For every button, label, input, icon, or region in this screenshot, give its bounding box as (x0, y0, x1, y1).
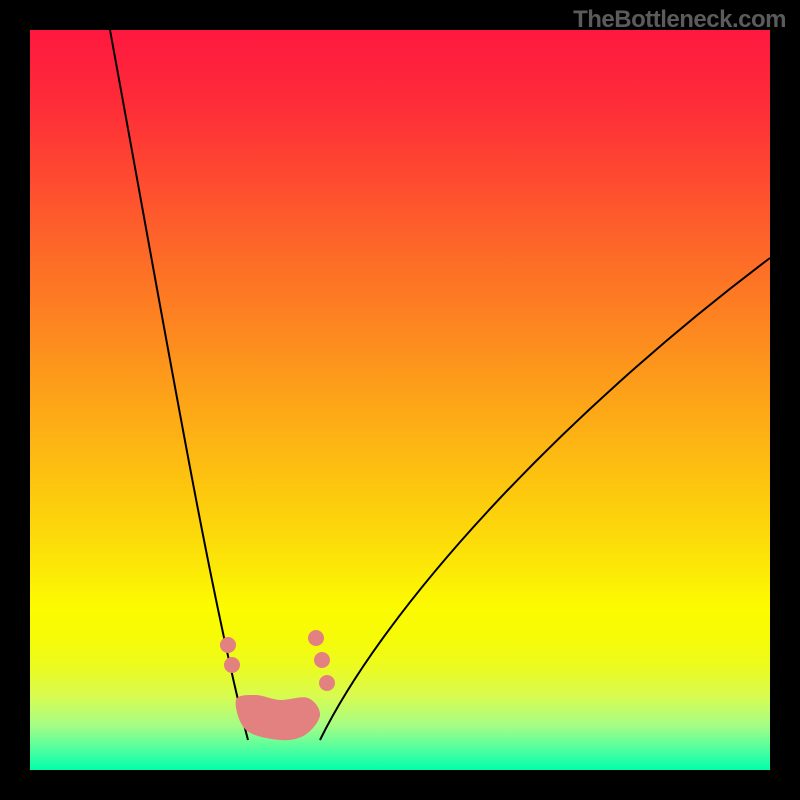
chart-frame: TheBottleneck.com (0, 0, 800, 800)
valley-dot (224, 657, 240, 673)
bottleneck-chart (0, 0, 800, 800)
valley-dot (308, 630, 324, 646)
valley-dot (220, 637, 236, 653)
valley-dot (314, 652, 330, 668)
valley-dot (319, 675, 335, 691)
plot-background (30, 30, 770, 770)
watermark-text: TheBottleneck.com (573, 6, 786, 34)
